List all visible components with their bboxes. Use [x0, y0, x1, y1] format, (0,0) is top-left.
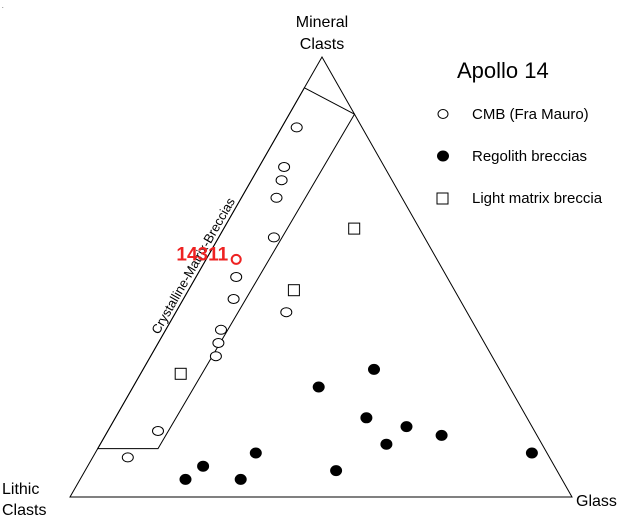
cmb-point-6: [230, 272, 243, 282]
field-label: Crystalline-Matrix-Breccias: [148, 195, 238, 337]
chart-title: Apollo 14: [457, 58, 549, 83]
ternary-triangle: [69, 55, 573, 498]
cmb-point-12: [152, 426, 164, 436]
regolith-point-5: [435, 429, 448, 441]
vertex-label-right: Glass: [576, 493, 617, 510]
cmb-point-7: [227, 294, 240, 304]
regolith-point-10: [197, 460, 210, 472]
cmb-point-1: [290, 122, 303, 133]
regolith-point-1: [368, 363, 380, 375]
regolith-point-3: [360, 412, 373, 424]
lightmatrix-point-3: [174, 367, 187, 380]
legend-label-lightmatrix: Light matrix breccia: [472, 190, 603, 207]
legend-marker-lightmatrix: [436, 192, 449, 205]
cmb-point-5: [267, 232, 280, 243]
cmb-point-10: [212, 338, 225, 348]
crystalline-matrix-breccias-field: [96, 87, 356, 450]
legend: CMB (Fra Mauro) Regolith breccias Light …: [436, 106, 603, 207]
regolith-point-9: [330, 465, 343, 477]
cmb-point-11: [209, 351, 222, 362]
regolith-point-2: [312, 381, 325, 393]
cmb-point-4: [270, 192, 283, 203]
cmb-point-9: [215, 324, 227, 335]
vertex-label-top-line1: Mineral: [296, 14, 348, 31]
legend-label-cmb: CMB (Fra Mauro): [472, 106, 589, 123]
vertex-label-top-line2: Clasts: [300, 36, 344, 53]
regolith-point-7: [249, 447, 262, 459]
lightmatrix-point-2: [287, 284, 300, 297]
vertex-label-left-line1: Lithic: [2, 481, 39, 498]
annotation-14311-marker: [230, 253, 242, 265]
cmb-point-13: [121, 452, 134, 463]
regolith-point-11: [234, 473, 247, 485]
regolith-point-6: [380, 438, 393, 450]
annotation-14311-label: 14311: [176, 244, 228, 265]
legend-marker-cmb: [437, 109, 449, 119]
data-points: [121, 122, 538, 485]
lightmatrix-point-1: [348, 222, 361, 235]
regolith-point-8: [525, 447, 538, 459]
regolith-point-4: [400, 421, 413, 433]
legend-marker-regolith: [437, 150, 449, 162]
cmb-point-8: [280, 307, 293, 318]
corner-mark: .: [2, 4, 4, 10]
vertex-label-left-line2: Clasts: [2, 502, 46, 516]
regolith-point-12: [179, 473, 192, 485]
legend-label-regolith: Regolith breccias: [472, 148, 587, 165]
cmb-point-3: [275, 175, 288, 186]
cmb-point-2: [278, 162, 291, 172]
